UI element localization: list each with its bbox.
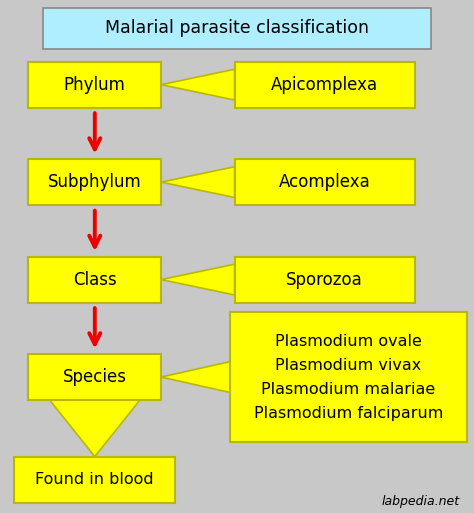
Text: Species: Species: [63, 368, 127, 386]
Text: labpedia.net: labpedia.net: [382, 495, 460, 508]
Polygon shape: [50, 400, 140, 457]
Text: Malarial parasite classification: Malarial parasite classification: [105, 19, 369, 37]
FancyBboxPatch shape: [43, 8, 431, 49]
Text: Subphylum: Subphylum: [48, 173, 142, 191]
FancyBboxPatch shape: [230, 311, 467, 442]
FancyBboxPatch shape: [28, 159, 161, 205]
FancyBboxPatch shape: [14, 457, 175, 503]
FancyBboxPatch shape: [235, 62, 415, 108]
Text: Found in blood: Found in blood: [36, 472, 154, 487]
Polygon shape: [161, 69, 235, 100]
FancyBboxPatch shape: [28, 62, 161, 108]
FancyBboxPatch shape: [235, 159, 415, 205]
Text: Sporozoa: Sporozoa: [286, 270, 363, 289]
FancyBboxPatch shape: [28, 256, 161, 303]
Text: Phylum: Phylum: [64, 75, 126, 94]
Polygon shape: [161, 362, 230, 392]
Text: Plasmodium ovale
Plasmodium vivax
Plasmodium malariae
Plasmodium falciparum: Plasmodium ovale Plasmodium vivax Plasmo…: [254, 333, 443, 421]
FancyBboxPatch shape: [235, 256, 415, 303]
Text: Acomplexa: Acomplexa: [279, 173, 371, 191]
Text: Class: Class: [73, 270, 117, 289]
FancyBboxPatch shape: [28, 354, 161, 400]
Polygon shape: [161, 264, 235, 295]
Text: Apicomplexa: Apicomplexa: [271, 75, 378, 94]
Polygon shape: [161, 167, 235, 198]
